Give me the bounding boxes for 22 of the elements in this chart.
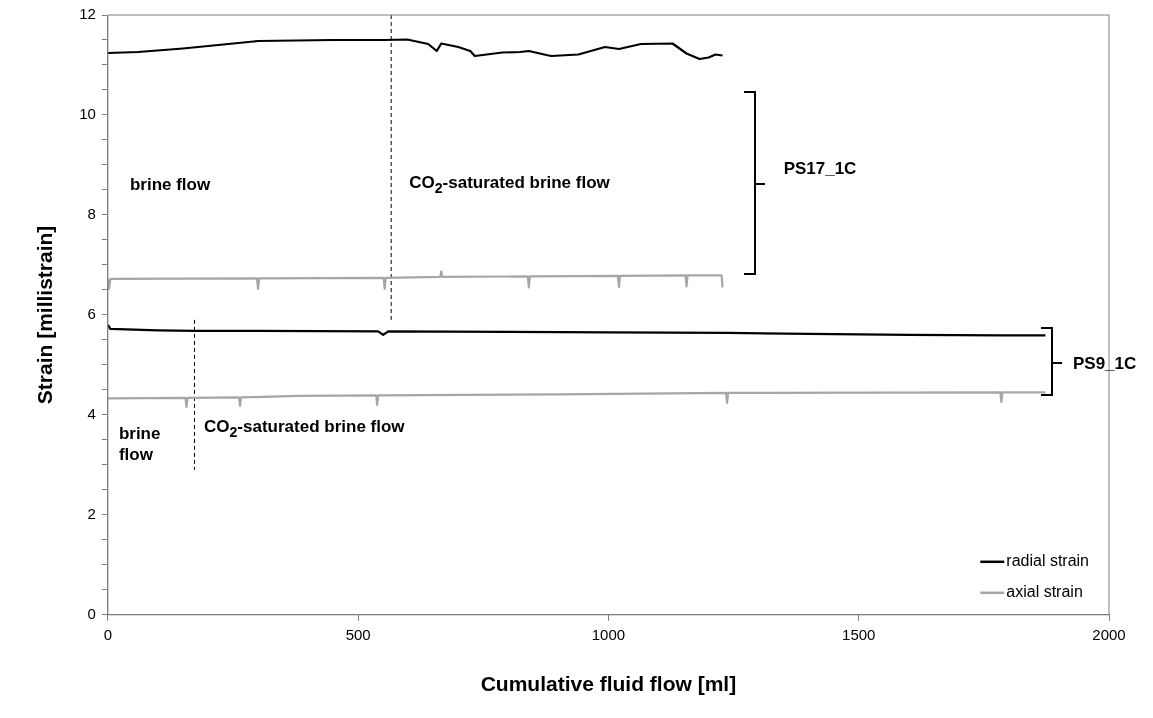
annotation: PS17_1C [783, 157, 857, 180]
annotation: brine flow [118, 422, 162, 466]
y-tick-label: 4 [87, 405, 96, 423]
y-tick-label: 0 [87, 604, 96, 622]
y-axis-title: Strain [millistrain] [33, 225, 57, 405]
annotation: PS9_1C [1072, 353, 1137, 375]
annotation: CO$_{2}$-saturated brine flow [203, 416, 405, 442]
legend-label: radial strain [1006, 552, 1089, 570]
y-tick-label: 12 [79, 5, 96, 23]
legend-label: axial strain [1006, 583, 1083, 601]
x-axis-title: Cumulative fluid flow [ml] [480, 672, 737, 696]
annotation: CO$_{2}$-saturated brine flow [409, 172, 610, 198]
y-tick-label: 10 [79, 105, 96, 123]
annotation: brine flow [129, 174, 211, 196]
y-tick-label: 8 [87, 205, 96, 223]
x-tick-label: 1500 [842, 625, 876, 643]
y-tick-label: 2 [87, 504, 96, 522]
x-tick-label: 1000 [591, 625, 626, 643]
y-tick-label: 6 [87, 305, 96, 323]
x-tick-label: 0 [103, 625, 113, 643]
x-tick-label: 500 [345, 625, 371, 643]
x-tick-label: 2000 [1092, 625, 1126, 643]
